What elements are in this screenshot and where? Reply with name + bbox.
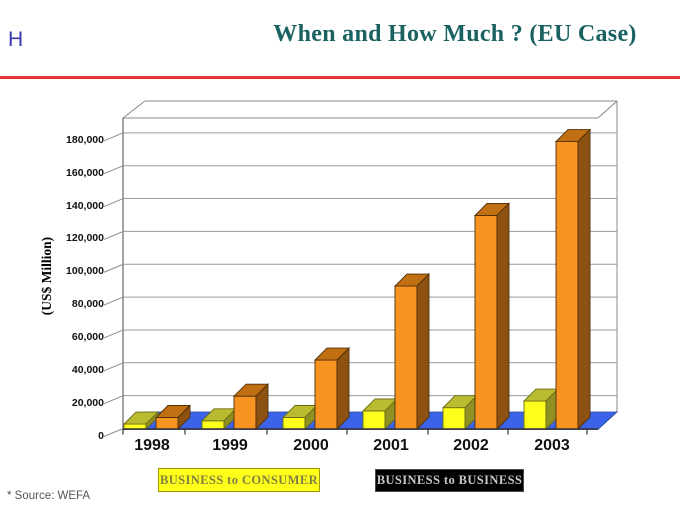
y-axis-tick: [103, 395, 123, 405]
bar-b2b-1998-side: [177, 404, 191, 431]
bar-b2b-2001-side: [416, 273, 430, 431]
bar-b2c-1998-side: [145, 410, 159, 431]
bar-b2c-2000-front: [282, 417, 306, 430]
logo-h: H: [8, 28, 25, 51]
bar-b2b-2002-front: [474, 215, 498, 430]
y-axis-label-160000: 160,000: [66, 166, 104, 179]
y-axis-tick: [103, 264, 123, 273]
bar-b2b-1999: [232, 383, 270, 431]
bar-b2b-2000-front: [314, 359, 338, 430]
y-axis-tick: [103, 329, 123, 339]
y-axis-label-60000: 60,000: [71, 330, 104, 343]
bar-b2b-2000: [313, 346, 351, 431]
bar-b2b-2003: [554, 128, 592, 431]
x-axis-label-2002: 2002: [453, 437, 489, 454]
y-axis-label-100000: 100,000: [66, 265, 104, 278]
bar-b2b-2001: [393, 273, 431, 431]
y-axis-label-140000: 140,000: [66, 199, 104, 212]
y-axis-label-0: 0: [98, 429, 104, 442]
bar-b2c-2003: [522, 387, 560, 431]
y-axis-label-180000: 180,000: [66, 133, 104, 146]
title-divider-line: [0, 76, 680, 79]
y-axis-label-40000: 40,000: [71, 363, 104, 376]
bar-b2c-2001-front: [362, 410, 386, 430]
y-axis-label-80000: 80,000: [71, 298, 104, 311]
x-axis-label-2001: 2001: [373, 437, 409, 454]
y-axis-tick: [103, 231, 123, 240]
y-axis-tick: [103, 428, 123, 437]
legend-label-b2c: BUSINESS to CONSUMER: [159, 472, 319, 487]
legend-label-b2b: BUSINESS to BUSINESS: [376, 473, 523, 487]
y-axis-tick: [103, 198, 123, 208]
bar-b2b-1999-side: [255, 383, 269, 431]
wall-top-left-slant: [122, 100, 146, 119]
bar-b2b-2003-front: [555, 141, 579, 430]
bar-b2b-2001-front: [394, 285, 418, 430]
x-axis-label-1999: 1999: [212, 437, 248, 454]
legend-item-business-to-business: BUSINESS to BUSINESS: [375, 469, 524, 492]
source-note: * Source: WEFA: [7, 490, 91, 502]
bar-b2b-2002: [473, 202, 511, 431]
bar-b2c-1998: [122, 410, 160, 431]
bar-b2c-2001: [361, 397, 399, 431]
wall-top-right-slant: [597, 100, 618, 119]
bar-b2c-1999-front: [201, 420, 225, 430]
y-axis-tick: [103, 132, 123, 142]
bar-b2b-1998-front: [155, 417, 179, 430]
x-axis-label-2000: 2000: [293, 437, 329, 454]
bar-b2c-2003-front: [523, 400, 547, 430]
y-axis-tick: [103, 165, 123, 175]
bar-b2b-2002-side: [496, 202, 510, 431]
y-axis-label-20000: 20,000: [71, 396, 104, 409]
y-axis-tick: [103, 362, 123, 372]
y-axis-tick: [103, 297, 123, 306]
bar-b2b-1999-front: [233, 395, 257, 430]
x-axis-label-2003: 2003: [534, 437, 570, 454]
legend-item-business-to-consumer: BUSINESS to CONSUMER: [158, 468, 320, 492]
bar-b2b-2000-side: [336, 346, 350, 431]
bar-b2b-2003-side: [577, 128, 591, 431]
bar-b2c-2002-front: [442, 407, 466, 430]
x-axis-label-1998: 1998: [134, 437, 170, 454]
bar-b2c-2002: [441, 394, 479, 431]
y-axis-label-120000: 120,000: [66, 232, 104, 245]
page-title: When and How Much ? (EU Case): [273, 21, 637, 47]
